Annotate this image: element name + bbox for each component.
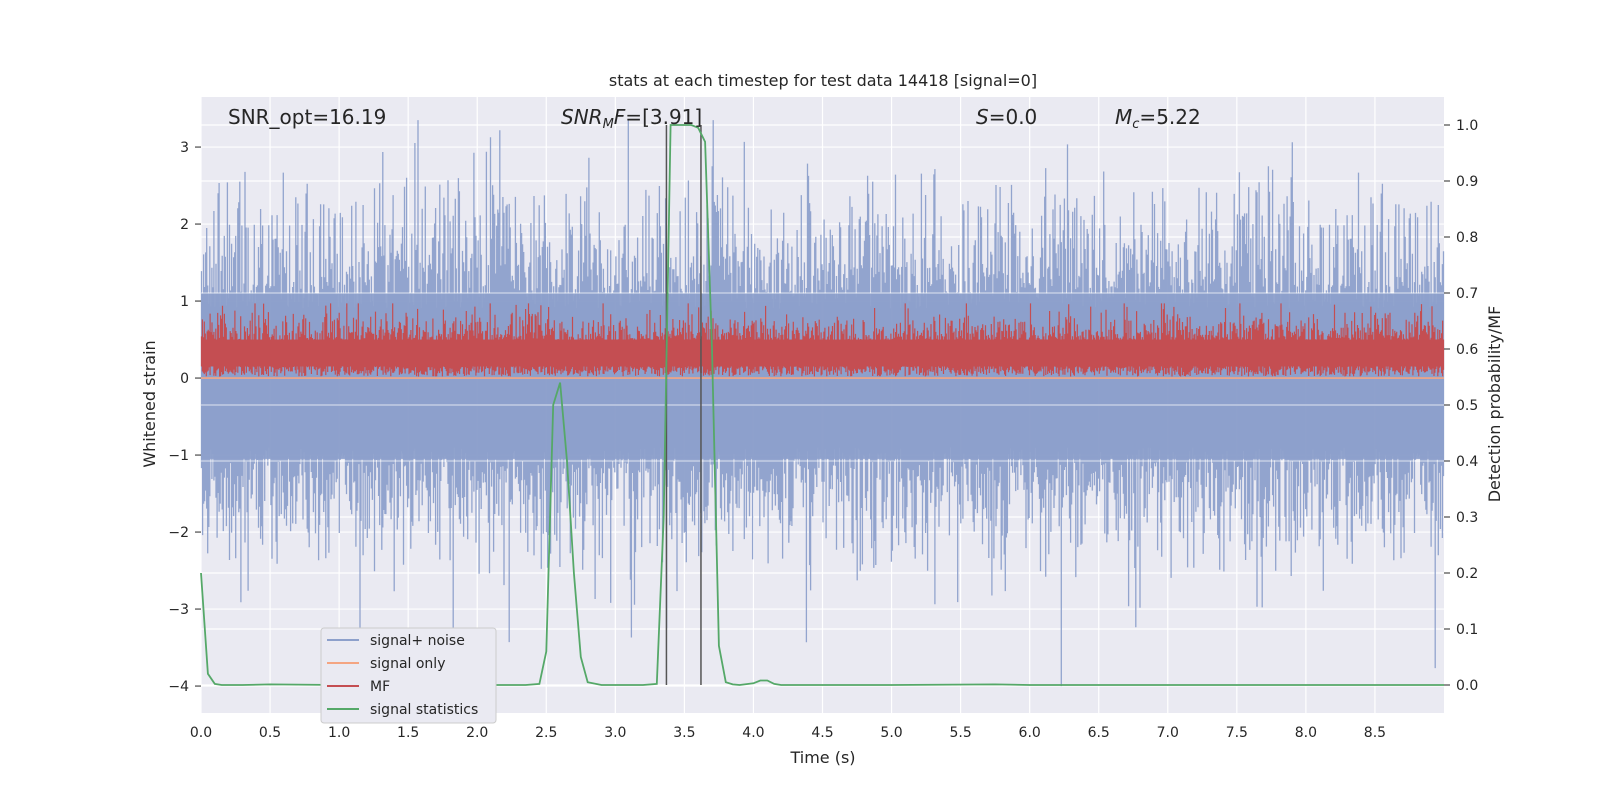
y2-tick-label: 0.0	[1456, 678, 1478, 694]
y-tick-label: −4	[168, 679, 189, 695]
mc-value: 5.22	[1156, 105, 1201, 129]
signal-noise-series	[200, 120, 1445, 687]
x-axis-label: Time (s)	[789, 748, 855, 767]
snr-mf-annotation: SNRMF=[3.91]	[561, 105, 702, 132]
x-tick-label: 2.0	[466, 725, 488, 741]
s-value: 0.0	[1005, 105, 1037, 129]
x-tick-labels: 0.0 0.5 1.0 1.5 2.0 2.5 3.0 3.5 4.0 4.5 5.0 5.5 6.0 6…	[190, 725, 1386, 741]
legend-label-signal-only: signal only	[370, 656, 445, 672]
y2-tick-label: 0.5	[1456, 398, 1478, 414]
mf-series	[200, 303, 1445, 377]
x-tick-label: 4.5	[811, 725, 833, 741]
y-tick-label: −2	[168, 525, 189, 541]
mf-core-band	[201, 339, 1444, 367]
x-tick-label: 1.5	[397, 725, 419, 741]
y2-tick-label: 0.4	[1456, 454, 1478, 470]
legend-label-mf: MF	[370, 679, 390, 695]
mc-annotation: Mc=5.22	[1115, 105, 1201, 132]
x-tick-label: 0.0	[190, 725, 212, 741]
x-tick-label: 4.0	[742, 725, 764, 741]
legend: signal+ noise signal only MF signal stat…	[320, 627, 497, 724]
y2-tick-label: 0.3	[1456, 510, 1478, 526]
y-tick-label: 0	[180, 371, 189, 387]
x-tick-label: 7.0	[1157, 725, 1179, 741]
noise-core-band	[201, 293, 1444, 459]
x-tick-label: 3.0	[604, 725, 626, 741]
s-annotation: S=0.0	[976, 105, 1037, 129]
y2-tick-label: 0.2	[1456, 566, 1478, 582]
x-tick-label: 8.5	[1364, 725, 1386, 741]
x-tick-label: 5.5	[949, 725, 971, 741]
legend-box	[320, 627, 497, 724]
x-tick-label: 5.0	[880, 725, 902, 741]
snr-opt-annotation: SNR_opt=16.19	[228, 105, 386, 129]
x-tick-label: 8.0	[1295, 725, 1317, 741]
x-tick-label: 6.5	[1088, 725, 1110, 741]
y-tick-label: 1	[180, 294, 189, 310]
x-tick-label: 3.5	[673, 725, 695, 741]
y-axis-label: Whitened strain	[140, 340, 159, 467]
y2-tick-label: 1.0	[1456, 118, 1478, 134]
x-tick-label: 1.0	[328, 725, 350, 741]
x-tick-label: 0.5	[259, 725, 281, 741]
x-tick-label: 6.0	[1019, 725, 1041, 741]
y-tick-label: −1	[168, 448, 189, 464]
y-tick-label: 3	[180, 140, 189, 156]
legend-label-signal-noise: signal+ noise	[370, 633, 465, 649]
y2-tick-label: 0.6	[1456, 342, 1478, 358]
chart-title: stats at each timestep for test data 144…	[609, 71, 1037, 90]
y2-tick-label: 0.1	[1456, 622, 1478, 638]
y2-tick-label: 0.9	[1456, 174, 1478, 190]
x-tick-label: 7.5	[1226, 725, 1248, 741]
y-tick-label: −3	[168, 602, 189, 618]
legend-label-signal-statistics: signal statistics	[370, 702, 478, 718]
x-tick-label: 2.5	[535, 725, 557, 741]
y-tick-label: 2	[180, 217, 189, 233]
y2-tick-label: 0.8	[1456, 230, 1478, 246]
snr-mf-value: [3.91]	[642, 105, 702, 129]
y2-tick-label: 0.7	[1456, 286, 1478, 302]
y-tick-labels: 3 2 1 0 −1 −2 −3 −4	[168, 140, 201, 695]
y2-axis-label: Detection probability/MF	[1485, 306, 1504, 503]
y2-tick-labels: 1.0 0.9 0.8 0.7 0.6 0.5 0.4 0.3 0.2 0.1 0.0	[1444, 118, 1478, 694]
